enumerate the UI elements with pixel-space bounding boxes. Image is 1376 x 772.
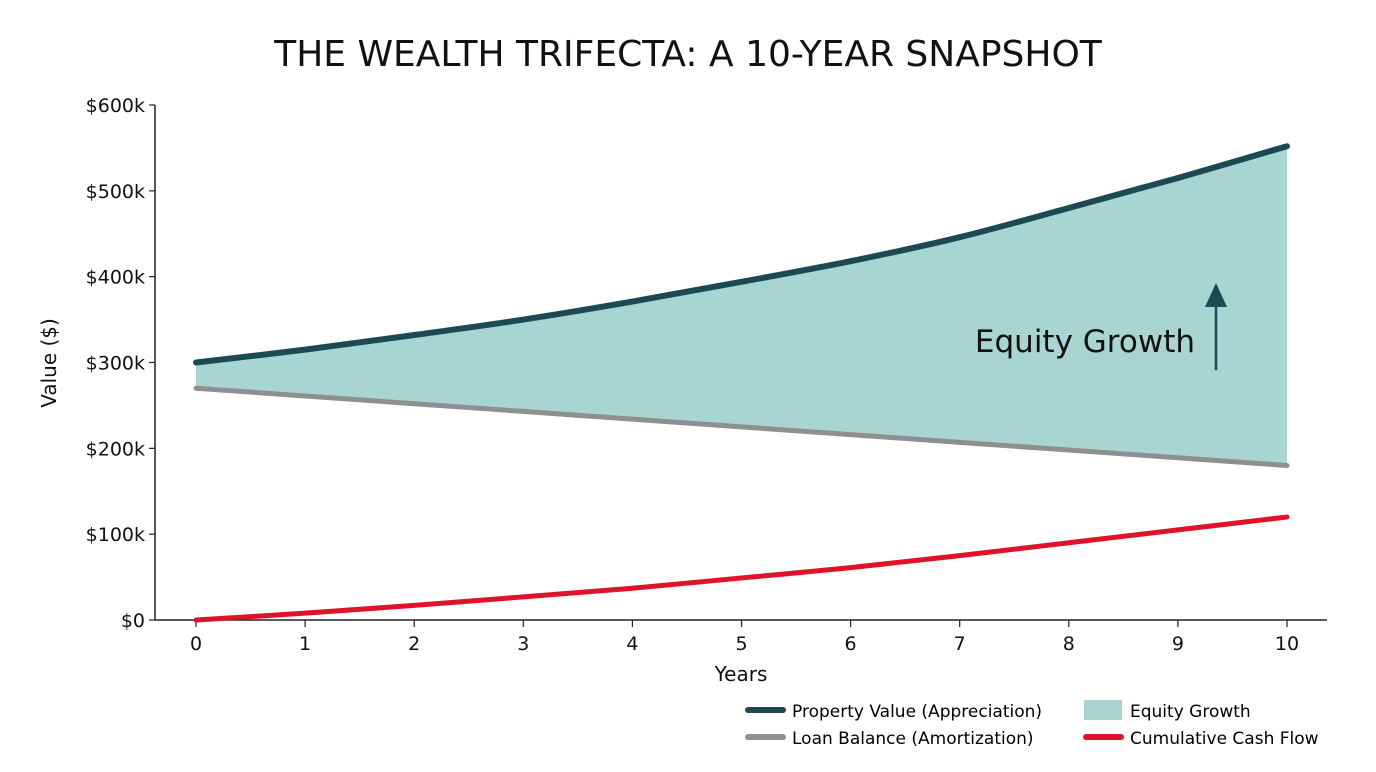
y-tick-label: $0 bbox=[121, 610, 145, 632]
annotation-arrow-head-icon bbox=[1205, 283, 1227, 307]
x-tick-label: 5 bbox=[735, 633, 747, 655]
x-tick-label: 0 bbox=[190, 633, 202, 655]
legend: Property Value (Appreciation) Equity Gro… bbox=[745, 700, 1319, 749]
y-tick-label: $300k bbox=[86, 353, 145, 375]
x-tick-label: 4 bbox=[626, 633, 638, 655]
y-tick-label: $200k bbox=[86, 438, 145, 460]
series-line-cumulative-cash-flow bbox=[193, 514, 1290, 623]
x-tick-label: 3 bbox=[517, 633, 529, 655]
x-tick-label: 9 bbox=[1172, 633, 1184, 655]
legend-label-property: Property Value (Appreciation) bbox=[792, 702, 1042, 722]
chart-title: THE WEALTH TRIFECTA: A 10-YEAR SNAPSHOT bbox=[273, 34, 1103, 75]
annotation-text: Equity Growth bbox=[975, 324, 1195, 360]
legend-label-cashflow: Cumulative Cash Flow bbox=[1130, 729, 1319, 749]
y-tick-label: $600k bbox=[86, 95, 145, 117]
legend-label-equity: Equity Growth bbox=[1130, 702, 1251, 722]
legend-label-loan: Loan Balance (Amortization) bbox=[792, 729, 1034, 749]
x-tick-label: 8 bbox=[1063, 633, 1075, 655]
y-tick-label: $100k bbox=[86, 524, 145, 546]
x-tick-label: 10 bbox=[1275, 633, 1299, 655]
y-tick-label: $500k bbox=[86, 181, 145, 203]
x-tick-label: 6 bbox=[845, 633, 857, 655]
series-line-property-value-appreciation bbox=[193, 143, 1290, 366]
x-tick-label: 2 bbox=[408, 633, 420, 655]
series-line-loan-balance-amortization bbox=[193, 385, 1290, 468]
x-axis-label: Years bbox=[714, 662, 768, 686]
y-tick-label: $400k bbox=[86, 267, 145, 289]
x-tick-label: 1 bbox=[299, 633, 311, 655]
x-tick-label: 7 bbox=[954, 633, 966, 655]
y-axis-label: Value ($) bbox=[37, 318, 61, 408]
equity-growth-annotation: Equity Growth bbox=[975, 283, 1227, 370]
legend-swatch-equity bbox=[1084, 700, 1122, 720]
